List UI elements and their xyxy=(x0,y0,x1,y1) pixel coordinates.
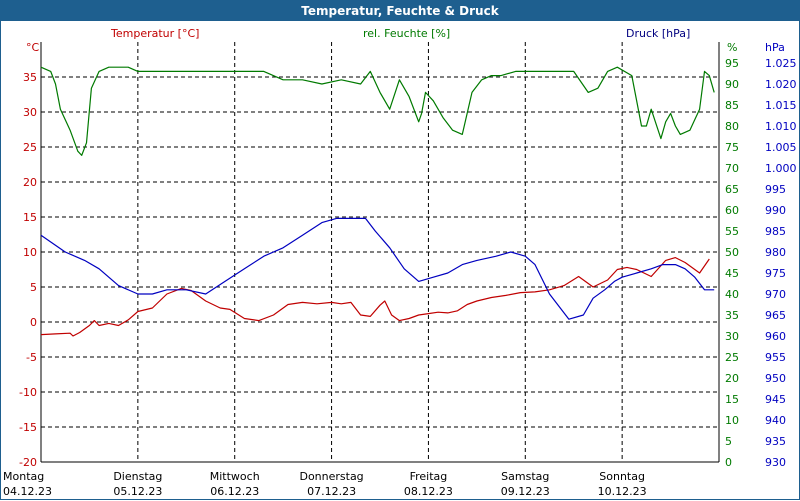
tick-label: 20 xyxy=(725,372,739,385)
tick-label: 970 xyxy=(765,288,786,301)
series-line-y_far_right xyxy=(40,217,715,320)
tick-label: -20 xyxy=(19,456,37,469)
tick-label: 5 xyxy=(725,435,732,448)
tick-label: 975 xyxy=(765,267,786,280)
tick-label: 0 xyxy=(725,456,732,469)
x-label-day: Samstag xyxy=(501,470,549,483)
tick-label: 1.010 xyxy=(765,120,797,133)
tick-label: 15 xyxy=(23,211,37,224)
legend-humidity: rel. Feuchte [%] xyxy=(363,27,450,40)
x-label-date: 05.12.23 xyxy=(113,485,162,498)
tick-label: 60 xyxy=(725,204,739,217)
tick-label: 0 xyxy=(30,316,37,329)
tick-label: 95 xyxy=(725,57,739,70)
tick-label: 80 xyxy=(725,120,739,133)
x-label-date: 04.12.23 xyxy=(3,485,52,498)
tick-label: 70 xyxy=(725,162,739,175)
legend-pressure: Druck [hPa] xyxy=(626,27,690,40)
tick-label: 965 xyxy=(765,309,786,322)
tick-label: -15 xyxy=(19,421,37,434)
tick-label: 985 xyxy=(765,225,786,238)
x-label-date: 07.12.23 xyxy=(307,485,356,498)
tick-label: 35 xyxy=(725,309,739,322)
tick-label: 1.020 xyxy=(765,78,797,91)
tick-label: 1.000 xyxy=(765,162,797,175)
x-label-day: Donnerstag xyxy=(299,470,363,483)
series-line-y_right xyxy=(40,66,715,156)
x-label-date: 09.12.23 xyxy=(501,485,550,498)
x-label-date: 08.12.23 xyxy=(404,485,453,498)
tick-label: 15 xyxy=(725,393,739,406)
tick-label: 960 xyxy=(765,330,786,343)
x-label-day: Dienstag xyxy=(113,470,162,483)
x-label-day: Sonntag xyxy=(599,470,645,483)
tick-label: 90 xyxy=(725,78,739,91)
tick-label: 55 xyxy=(725,225,739,238)
x-label-day: Freitag xyxy=(410,470,448,483)
x-label-date: 10.12.23 xyxy=(598,485,647,498)
right-axis-unit: % xyxy=(727,41,737,54)
tick-label: 995 xyxy=(765,183,786,196)
series-line-y_left xyxy=(40,257,710,337)
tick-label: 50 xyxy=(725,246,739,259)
tick-label: 75 xyxy=(725,141,739,154)
tick-label: 65 xyxy=(725,183,739,196)
tick-label: 5 xyxy=(30,281,37,294)
tick-label: 955 xyxy=(765,351,786,364)
tick-label: 950 xyxy=(765,372,786,385)
x-label-date: 06.12.23 xyxy=(210,485,259,498)
tick-label: 20 xyxy=(23,176,37,189)
x-label-day: Mittwoch xyxy=(210,470,260,483)
tick-label: 30 xyxy=(725,330,739,343)
tick-label: 45 xyxy=(725,267,739,280)
tick-label: 1.015 xyxy=(765,99,797,112)
tick-label: 25 xyxy=(23,141,37,154)
tick-label: 10 xyxy=(725,414,739,427)
far-right-axis-unit: hPa xyxy=(765,41,785,54)
legend-temperature: Temperatur [°C] xyxy=(110,27,199,40)
x-label-day: Montag xyxy=(3,470,44,483)
chart-title: Temperatur, Feuchte & Druck xyxy=(1,1,799,21)
tick-label: 945 xyxy=(765,393,786,406)
tick-label: 940 xyxy=(765,414,786,427)
left-axis-unit: °C xyxy=(26,41,40,54)
tick-label: 25 xyxy=(725,351,739,364)
tick-label: 35 xyxy=(23,71,37,84)
tick-label: 935 xyxy=(765,435,786,448)
tick-label: 1.005 xyxy=(765,141,797,154)
tick-label: 930 xyxy=(765,456,786,469)
tick-label: 10 xyxy=(23,246,37,259)
tick-label: -10 xyxy=(19,386,37,399)
tick-label: 30 xyxy=(23,106,37,119)
tick-label: 980 xyxy=(765,246,786,259)
tick-label: 990 xyxy=(765,204,786,217)
tick-label: -5 xyxy=(26,351,37,364)
tick-label: 40 xyxy=(725,288,739,301)
tick-label: 85 xyxy=(725,99,739,112)
tick-label: 1.025 xyxy=(765,57,797,70)
